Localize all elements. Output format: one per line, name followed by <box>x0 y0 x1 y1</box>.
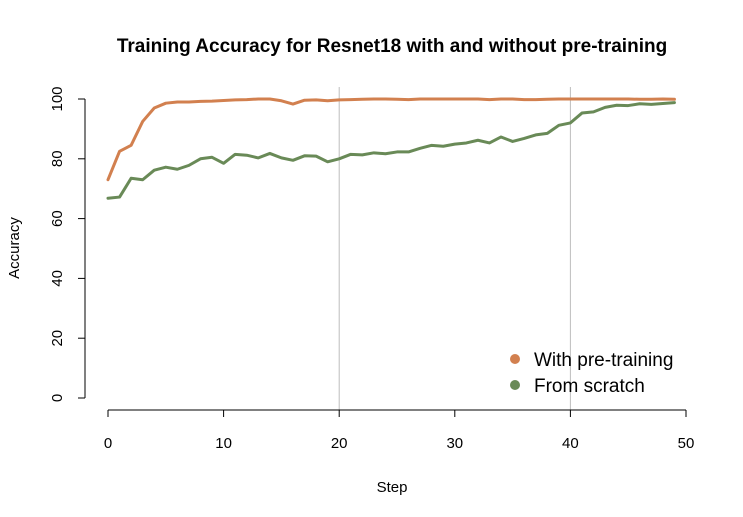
y-tick-label: 0 <box>49 394 66 402</box>
reference-lines <box>338 87 571 410</box>
chart-title: Training Accuracy for Resnet18 with and … <box>117 36 667 57</box>
y-axis-label: Accuracy <box>6 217 23 279</box>
legend-label: With pre-training <box>534 350 673 371</box>
x-tick-label: 0 <box>104 435 112 452</box>
y-ticks: 0 20 40 60 80 100 <box>49 86 85 402</box>
x-axis-label: Step <box>377 479 408 496</box>
series-line-with-pre-training <box>106 97 676 182</box>
legend-marker <box>510 354 520 364</box>
series-line-from-scratch <box>106 101 676 200</box>
y-tick-label: 100 <box>49 86 66 111</box>
axes <box>84 99 686 411</box>
series-lines <box>106 97 676 200</box>
legend-marker <box>510 380 520 390</box>
x-tick-label: 30 <box>446 435 463 452</box>
y-tick-label: 40 <box>49 270 66 287</box>
x-tick-label: 10 <box>215 435 232 452</box>
y-tick-label: 60 <box>49 210 66 227</box>
legend: With pre-training From scratch <box>510 350 673 397</box>
y-tick-label: 80 <box>49 150 66 167</box>
x-tick-label: 20 <box>331 435 348 452</box>
x-tick-label: 50 <box>678 435 695 452</box>
legend-label: From scratch <box>534 376 645 397</box>
x-ticks: 0 10 20 30 40 50 <box>104 410 695 452</box>
y-tick-label: 20 <box>49 330 66 347</box>
x-tick-label: 40 <box>562 435 579 452</box>
